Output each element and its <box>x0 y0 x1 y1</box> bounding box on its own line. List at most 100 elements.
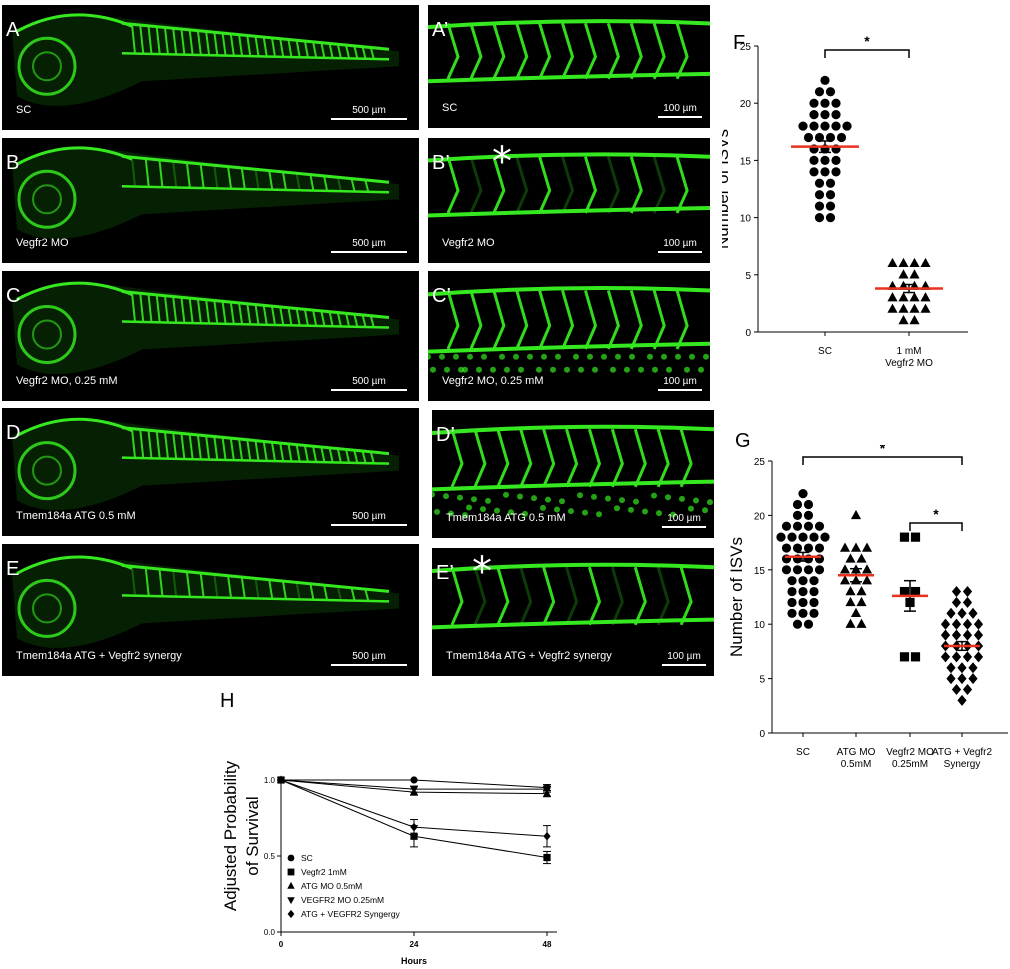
scale-bar-label: 500 µm <box>352 376 386 387</box>
data-point <box>898 257 909 268</box>
micrograph-image <box>12 281 399 375</box>
micrograph-image <box>428 286 710 373</box>
micrograph-whole-2: C Vegfr2 MO, 0.25 mM 500 µm <box>2 271 419 401</box>
data-point <box>962 683 973 695</box>
fish-eye <box>17 578 77 638</box>
condition-label: SC <box>16 104 32 116</box>
asterisk-marker: * <box>472 549 492 595</box>
data-point <box>781 543 792 553</box>
data-point <box>856 586 867 596</box>
data-point <box>809 586 819 597</box>
panel-label: E <box>6 558 20 580</box>
legend-label: VEGFR2 MO 0.25mM <box>301 895 384 905</box>
panel-label: B’ <box>432 152 450 174</box>
data-point <box>825 213 836 223</box>
data-point <box>968 662 978 674</box>
data-point <box>820 532 830 542</box>
data-point <box>803 510 814 520</box>
scale-bar: 100 µm <box>662 513 706 528</box>
data-point <box>836 132 847 143</box>
data-point <box>798 576 808 586</box>
data-point <box>850 542 862 552</box>
data-point <box>825 190 836 200</box>
micrograph-image <box>428 152 710 218</box>
data-point <box>798 489 808 499</box>
y-axis-label: Adjusted Probability of Survival <box>221 760 262 911</box>
fish-body <box>12 557 399 649</box>
micrograph-image <box>432 424 714 519</box>
scale-bar: 500 µm <box>331 651 407 666</box>
scale-bar-line <box>658 116 702 118</box>
significance-bracket <box>824 49 910 58</box>
data-point <box>831 121 841 131</box>
data-point <box>887 257 898 268</box>
data-point <box>798 532 808 542</box>
data-point <box>809 110 819 120</box>
data-point <box>951 651 962 663</box>
scale-bar-label: 100 µm <box>663 376 697 387</box>
micrograph-zoom-1: B’ Vegfr2 MO 100 µm * <box>428 138 710 263</box>
x-tick-label: 48 <box>543 940 552 949</box>
chart-f: 0 5 10 15 20 25 Number of ISVs SC 1 mM Vegfr2 MO * <box>722 33 968 369</box>
scale-bar: 100 µm <box>658 376 702 391</box>
data-point <box>946 673 956 685</box>
significance-marker: * <box>864 33 870 49</box>
micrograph-image <box>12 13 399 106</box>
significance-marker: * <box>880 445 886 456</box>
condition-label: Vegfr2 MO, 0.25 mM <box>442 375 544 387</box>
data-point <box>410 786 418 794</box>
data-point <box>973 651 984 663</box>
data-point <box>920 303 931 313</box>
data-point <box>951 618 962 630</box>
significance-bracket <box>909 522 963 531</box>
data-point <box>946 607 956 619</box>
y-tick-label: 5 <box>745 271 751 282</box>
x-tick-label: SC <box>796 747 810 758</box>
legend-label: ATG + VEGFR2 Syngergy <box>301 909 401 919</box>
scale-bar: 500 µm <box>331 105 407 120</box>
scale-bar-line <box>331 389 407 391</box>
panel-label-f: F <box>733 32 746 54</box>
asterisk-marker: * <box>492 139 512 185</box>
y-tick-label: 25 <box>754 457 766 468</box>
scale-bar: 500 µm <box>331 511 407 526</box>
panel-label: A’ <box>432 19 449 41</box>
y-tick-label: 15 <box>754 566 766 577</box>
panel-label: D’ <box>436 424 455 446</box>
data-point <box>787 608 797 618</box>
micrograph-whole-1: B Vegfr2 MO 500 µm <box>2 138 419 263</box>
data-point <box>787 532 797 542</box>
data-point <box>861 564 873 574</box>
data-point <box>899 652 910 662</box>
data-point <box>803 543 814 553</box>
scale-bar-line <box>658 251 702 253</box>
x-tick-label: ATG + Vegfr2 Synergy <box>932 747 993 770</box>
y-tick-label: 25 <box>740 42 752 53</box>
data-point <box>898 315 909 325</box>
data-point <box>803 521 814 531</box>
micrograph-image <box>428 19 710 84</box>
scale-bar-label: 100 µm <box>667 651 701 662</box>
scale-bar-line <box>331 664 407 666</box>
micrograph-image <box>432 562 714 630</box>
data-point <box>951 629 962 641</box>
data-point <box>831 167 841 177</box>
data-point <box>792 510 803 520</box>
data-point <box>856 596 867 607</box>
data-point <box>781 521 792 531</box>
data-point <box>803 499 814 510</box>
panel-label: C <box>6 285 21 307</box>
y-axis-label: Number of ISVs <box>722 129 732 249</box>
x-tick-label: ATG MO 0.5mM <box>837 747 876 770</box>
y-tick-label: 5 <box>759 675 765 686</box>
scale-bar-label: 100 µm <box>663 238 697 249</box>
data-point <box>845 618 856 628</box>
scale-bar-label: 500 µm <box>352 511 386 522</box>
data-point <box>850 509 862 520</box>
data-point <box>776 532 786 542</box>
data-point <box>803 565 814 575</box>
data-point <box>839 542 851 552</box>
chart-h: 0.0 0.5 1.0 0 24 48 Hours Adjusted Probability o… <box>221 760 557 966</box>
data-point <box>845 586 856 596</box>
scale-bar-label: 500 µm <box>352 238 386 249</box>
